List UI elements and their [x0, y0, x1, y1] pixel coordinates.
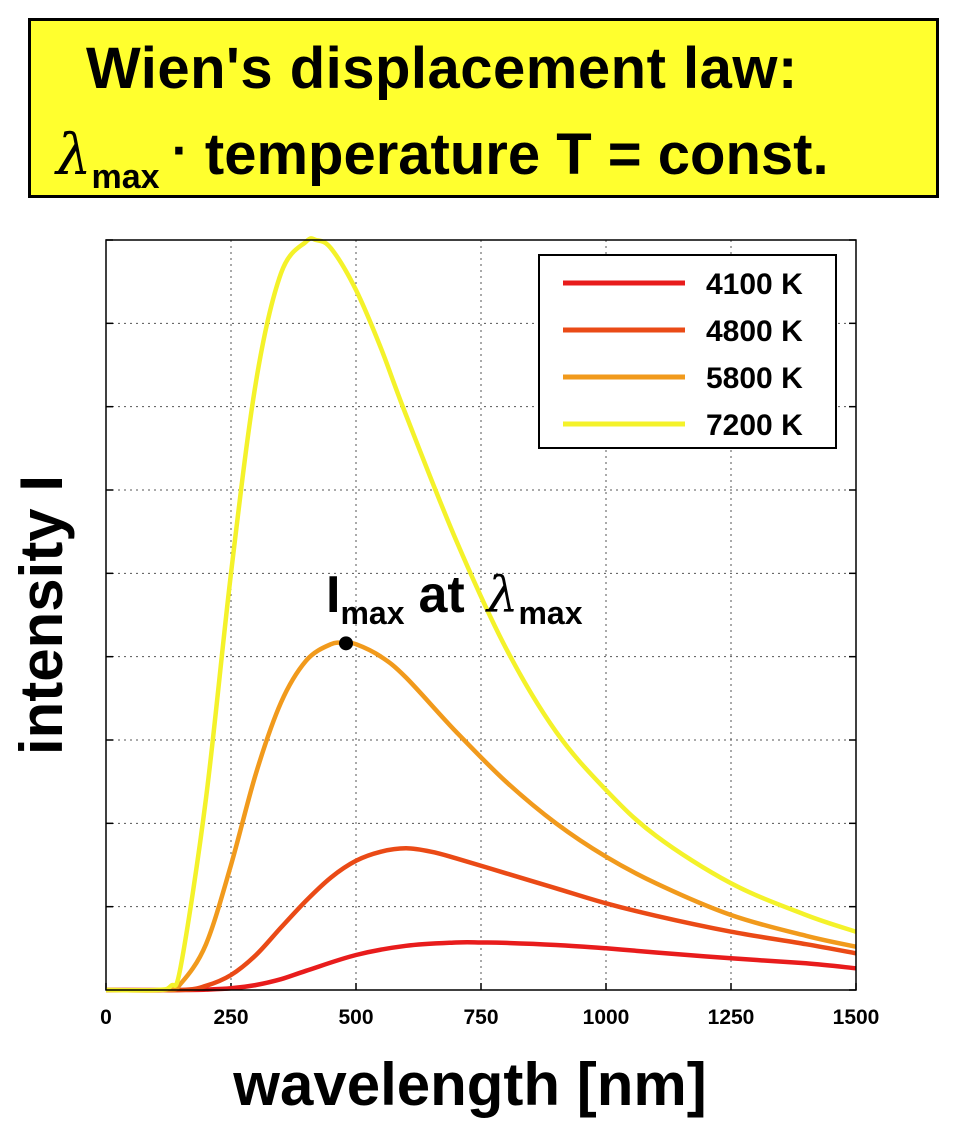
x-axis-label: wavelength [nm] [232, 1051, 706, 1118]
title-line-2: λmax · temperature T = const. [56, 121, 829, 196]
title-line-1: Wien's displacement law: [86, 36, 798, 101]
title-line-2-text: temperature T = const. [204, 122, 829, 187]
y-axis-label: intensity I [8, 475, 75, 755]
legend-box [538, 254, 837, 449]
plot-frame [105, 239, 857, 991]
x-tick-label: 750 [463, 1006, 498, 1029]
legend-label-4100: 4100 K [706, 268, 803, 301]
title-lambda: λ [56, 123, 92, 188]
x-tick-label: 1250 [708, 1006, 755, 1029]
legend-label-5800: 5800 K [706, 362, 803, 395]
x-tick-label: 1500 [833, 1006, 880, 1029]
x-tick-label: 500 [338, 1006, 373, 1029]
x-ticks: 0 250 500 750 1000 1250 1500 [100, 983, 879, 1029]
annotation-sub-2: max [518, 595, 582, 631]
title-dot: · [171, 122, 189, 180]
annotation-at: at [419, 566, 465, 624]
series-line-5800 [105, 640, 857, 993]
x-tick-label: 0 [100, 1006, 112, 1029]
annotation: Imax at λmax [326, 566, 583, 631]
series-line-4800 [105, 846, 857, 993]
legend: 4100 K 4800 K 5800 K 7200 K [538, 254, 837, 449]
x-tick-label: 1000 [583, 1006, 630, 1029]
legend-label-4800: 4800 K [706, 315, 803, 348]
series-line-7200 [105, 236, 857, 993]
x-tick-label: 250 [213, 1006, 248, 1029]
legend-label-7200: 7200 K [706, 409, 803, 442]
peak-point [339, 636, 353, 651]
series-line-4100 [105, 939, 857, 993]
annotation-I: I [326, 566, 340, 624]
annotation-sub-1: max [340, 595, 404, 631]
title-lambda-subscript: max [91, 158, 160, 196]
series-group [105, 236, 857, 993]
title-box: Wien's displacement law: λmax · temperatur… [28, 18, 939, 198]
annotation-lambda: λ [485, 566, 519, 624]
